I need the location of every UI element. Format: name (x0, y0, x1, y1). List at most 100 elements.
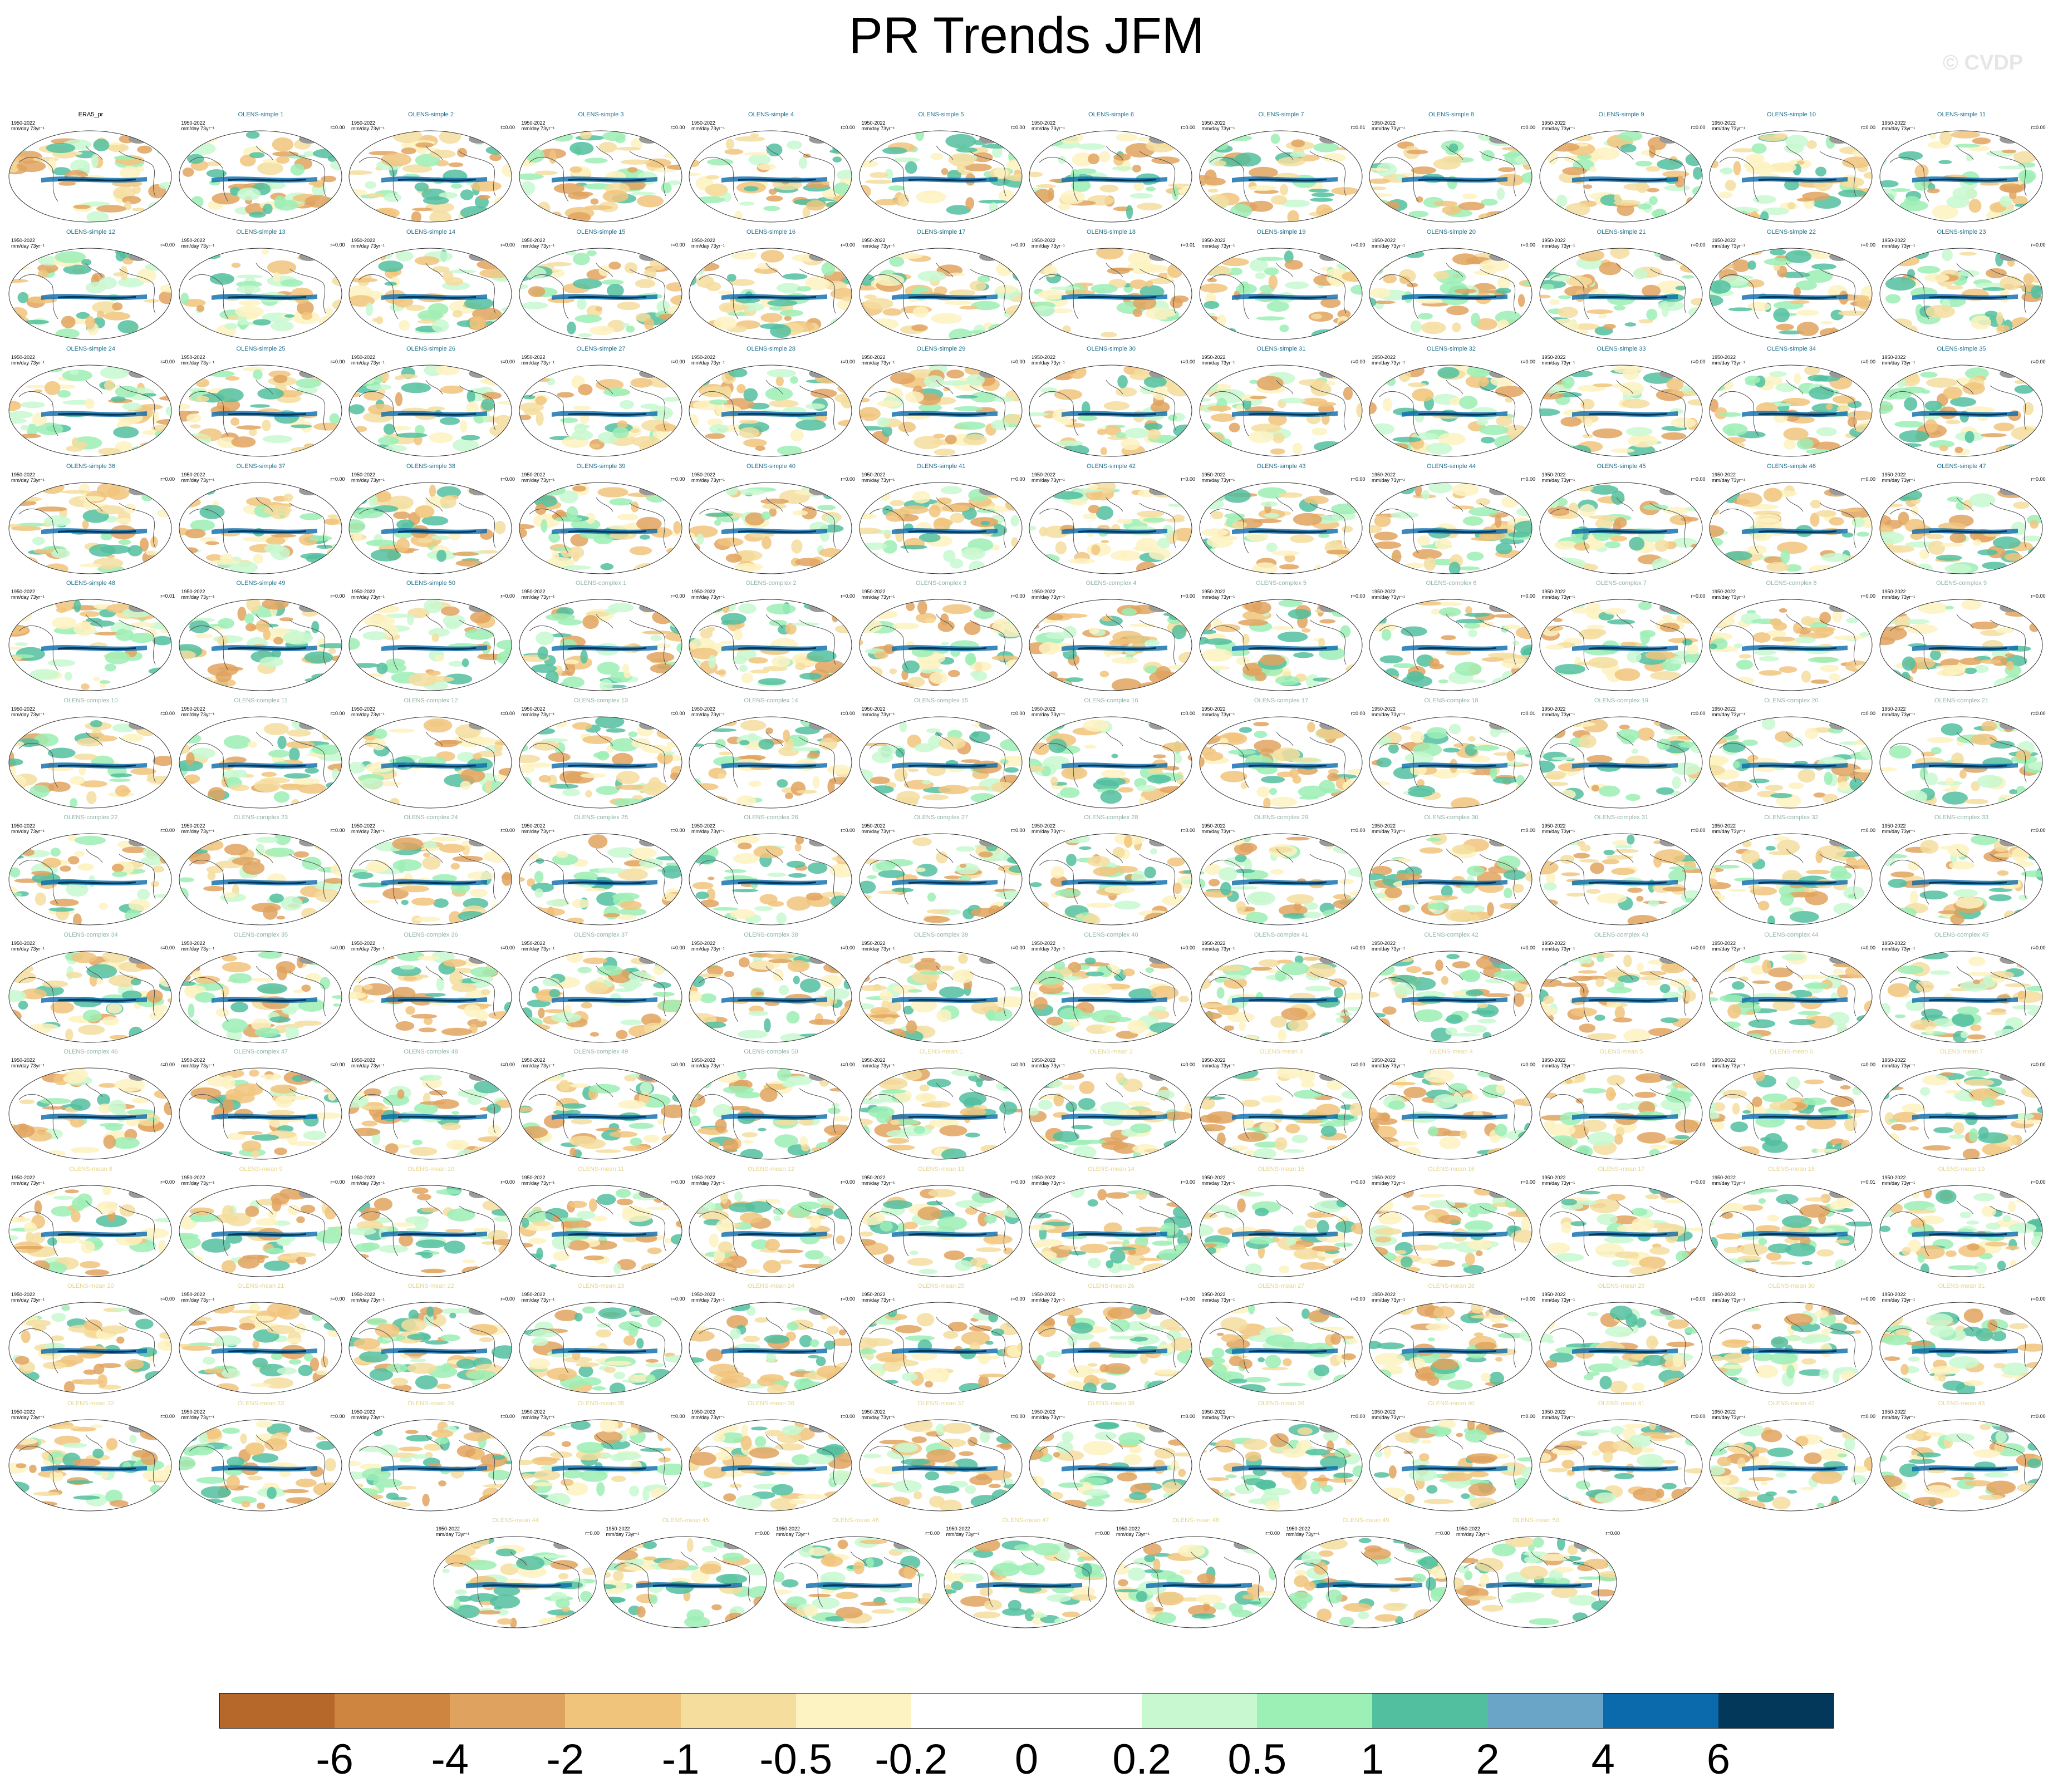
panel-title: OLENS-complex 28 (1084, 814, 1138, 821)
map-panel: OLENS-mean 7 1950-2022 mm/day 73yr⁻¹ r=0.0… (1877, 1047, 2047, 1163)
panel-correlation: r=0.00 (2031, 944, 2046, 951)
panel-title: OLENS-simple 7 (1258, 111, 1304, 118)
global-map (859, 599, 1022, 691)
panel-period-units: 1950-2022 mm/day 73yr⁻¹ (1032, 1409, 1065, 1420)
map-panel: OLENS-simple 48 1950-2022 mm/day 73yr⁻¹ r=… (6, 579, 176, 695)
global-map (1029, 951, 1192, 1042)
global-map (1879, 1302, 2042, 1394)
panel-correlation: r=0.00 (925, 1530, 940, 1536)
map-panel: OLENS-simple 19 1950-2022 mm/day 73yr⁻¹ r=… (1196, 228, 1367, 343)
panel-correlation: r=0.00 (1861, 476, 1875, 482)
global-map (179, 599, 342, 691)
global-map (1539, 833, 1702, 925)
map-panel: OLENS-simple 7 1950-2022 mm/day 73yr⁻¹ r=0… (1196, 110, 1367, 226)
panel-correlation: r=0.00 (160, 1413, 175, 1419)
map-panel: OLENS-simple 40 1950-2022 mm/day 73yr⁻¹ r=… (686, 462, 856, 578)
panel-title: OLENS-simple 4 (748, 111, 794, 118)
global-map (519, 951, 682, 1042)
global-map (8, 248, 172, 339)
panel-title: OLENS-simple 5 (918, 111, 964, 118)
global-map (519, 248, 682, 339)
colorbar-bin (450, 1693, 566, 1729)
panel-period-units: 1950-2022 mm/day 73yr⁻¹ (1882, 471, 1916, 483)
panel-title: OLENS-complex 39 (913, 931, 969, 938)
panel-title: OLENS-mean 50 (1512, 1517, 1559, 1524)
global-map (348, 716, 512, 808)
panel-period-units: 1950-2022 mm/day 73yr⁻¹ (351, 1292, 385, 1303)
global-map (1369, 1419, 1533, 1511)
panel-period-units: 1950-2022 mm/day 73yr⁻¹ (1712, 1174, 1745, 1186)
panel-period-units: 1950-2022 mm/day 73yr⁻¹ (1541, 1292, 1575, 1303)
global-map (1029, 716, 1192, 808)
global-map (1879, 716, 2042, 808)
panel-correlation: r=0.00 (330, 1296, 345, 1302)
panel-period-units: 1950-2022 mm/day 73yr⁻¹ (1372, 1292, 1405, 1303)
panel-correlation: r=0.00 (1181, 125, 1195, 130)
panel-correlation: r=0.00 (1350, 1062, 1366, 1067)
map-panel: OLENS-mean 9 1950-2022 mm/day 73yr⁻¹ r=0.0… (176, 1165, 346, 1281)
global-map (348, 248, 512, 339)
panel-title: OLENS-complex 47 (233, 1048, 288, 1055)
panel-correlation: r=0.01 (1521, 710, 1535, 716)
panel-period-units: 1950-2022 mm/day 73yr⁻¹ (1882, 120, 1916, 131)
panel-period-units: 1950-2022 mm/day 73yr⁻¹ (351, 823, 385, 834)
panel-correlation: r=0.00 (160, 242, 175, 248)
panel-period-units: 1950-2022 mm/day 73yr⁻¹ (11, 1292, 45, 1303)
panel-period-units: 1950-2022 mm/day 73yr⁻¹ (776, 1526, 809, 1537)
global-map (1709, 716, 1873, 808)
colorbar-bin (219, 1693, 335, 1729)
global-map (519, 716, 682, 808)
global-map (1539, 130, 1702, 223)
panel-correlation: r=0.00 (2031, 1413, 2046, 1419)
panel-period-units: 1950-2022 mm/day 73yr⁻¹ (181, 237, 215, 249)
map-panel: OLENS-simple 37 1950-2022 mm/day 73yr⁻¹ r=… (176, 462, 346, 578)
colorbar-frame (219, 1693, 1834, 1729)
panel-correlation: r=0.00 (1095, 1530, 1110, 1536)
panel-period-units: 1950-2022 mm/day 73yr⁻¹ (1201, 823, 1235, 834)
panel-period-units: 1950-2022 mm/day 73yr⁻¹ (11, 706, 45, 717)
map-panel: OLENS-complex 4 1950-2022 mm/day 73yr⁻¹ r=… (1026, 579, 1196, 695)
panel-correlation: r=0.00 (1181, 1179, 1195, 1185)
panel-period-units: 1950-2022 mm/day 73yr⁻¹ (1032, 237, 1065, 249)
global-map (859, 130, 1022, 223)
map-panel: OLENS-complex 28 1950-2022 mm/day 73yr⁻¹ r… (1026, 813, 1196, 929)
panel-correlation: r=0.00 (500, 1062, 515, 1067)
panel-title: OLENS-simple 15 (576, 228, 626, 235)
panel-correlation: r=0.00 (1691, 1296, 1706, 1302)
map-panel: OLENS-complex 27 1950-2022 mm/day 73yr⁻¹ r… (856, 813, 1026, 929)
global-map (1879, 248, 2042, 339)
panel-correlation: r=0.00 (1181, 476, 1195, 482)
colorbar-bin (1603, 1693, 1719, 1729)
global-map (348, 1302, 512, 1394)
map-panel: OLENS-simple 12 1950-2022 mm/day 73yr⁻¹ r=… (6, 228, 176, 343)
panel-correlation: r=0.00 (841, 944, 855, 951)
panel-title: OLENS-complex 13 (573, 697, 628, 704)
map-panel: OLENS-complex 23 1950-2022 mm/day 73yr⁻¹ r… (176, 813, 346, 929)
panel-period-units: 1950-2022 mm/day 73yr⁻¹ (691, 237, 725, 249)
panel-period-units: 1950-2022 mm/day 73yr⁻¹ (181, 471, 215, 483)
panel-title: OLENS-simple 20 (1426, 228, 1476, 235)
colorbar-tick-label: 2 (1476, 1736, 1500, 1783)
map-panel: OLENS-simple 8 1950-2022 mm/day 73yr⁻¹ r=0… (1366, 110, 1536, 226)
panel-correlation: r=0.00 (160, 359, 175, 365)
map-panel: OLENS-simple 25 1950-2022 mm/day 73yr⁻¹ r=… (176, 344, 346, 460)
panel-title: OLENS-complex 15 (913, 697, 969, 704)
map-panel: ERA5_pr 1950-2022 mm/day 73yr⁻¹ (6, 110, 176, 226)
panel-title: OLENS-complex 23 (233, 814, 288, 821)
panel-correlation: r=0.00 (2031, 710, 2046, 716)
map-panel: OLENS-complex 11 1950-2022 mm/day 73yr⁻¹ r… (176, 696, 346, 812)
map-panel: OLENS-simple 31 1950-2022 mm/day 73yr⁻¹ r=… (1196, 344, 1367, 460)
panel-title: OLENS-complex 50 (744, 1048, 798, 1055)
global-map (1369, 130, 1533, 223)
panel-title: OLENS-mean 48 (1172, 1517, 1219, 1524)
map-panel: OLENS-simple 1 1950-2022 mm/day 73yr⁻¹ r=0… (176, 110, 346, 226)
panel-period-units: 1950-2022 mm/day 73yr⁻¹ (351, 1174, 385, 1186)
panel-correlation: r=0.00 (1265, 1530, 1280, 1536)
panel-period-units: 1950-2022 mm/day 73yr⁻¹ (1712, 355, 1745, 366)
panel-correlation: r=0.00 (755, 1530, 770, 1536)
global-map (8, 482, 172, 574)
panel-period-units: 1950-2022 mm/day 73yr⁻¹ (351, 706, 385, 717)
global-map (859, 1185, 1022, 1277)
panel-title: OLENS-complex 38 (744, 931, 798, 938)
panel-period-units: 1950-2022 mm/day 73yr⁻¹ (11, 471, 45, 483)
